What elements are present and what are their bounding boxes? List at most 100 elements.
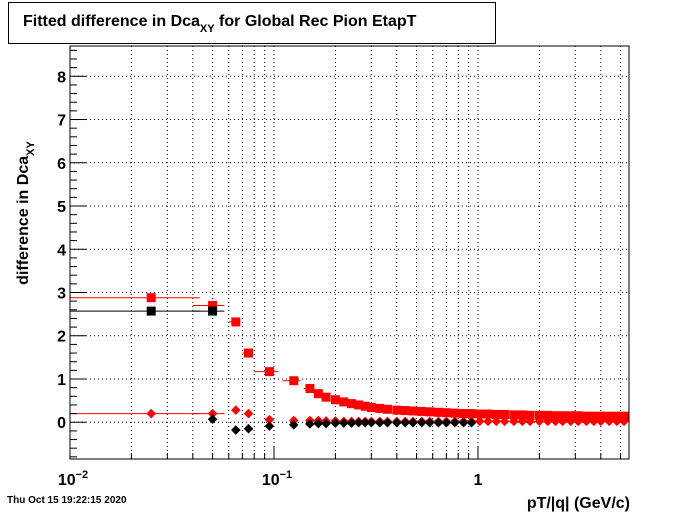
data-point-diamond <box>483 416 493 427</box>
data-point-square <box>573 411 583 421</box>
data-point-square <box>375 403 385 413</box>
data-point-square <box>347 399 357 409</box>
timestamp: Thu Oct 15 19:22:15 2020 <box>7 495 127 506</box>
data-point-diamond <box>517 416 528 427</box>
data-point-diamond <box>305 419 315 429</box>
y-axis-title: difference in DcaXY <box>15 141 37 285</box>
data-point-square <box>366 403 376 413</box>
data-point-diamond <box>509 416 519 427</box>
data-point-square <box>354 400 364 410</box>
data-point-square <box>566 411 576 421</box>
data-point-square <box>146 293 156 303</box>
data-point-square <box>543 410 553 420</box>
data-point-diamond <box>339 418 349 428</box>
data-point-square <box>491 409 501 419</box>
data-point-square <box>433 407 443 417</box>
data-point-diamond <box>346 418 357 428</box>
data-point-square <box>305 384 315 394</box>
data-point-square <box>534 410 544 420</box>
x-tick-label: 10−2 <box>58 469 88 489</box>
data-point-square <box>392 405 402 415</box>
axis-ticks <box>69 49 622 459</box>
data-point-diamond <box>589 416 599 427</box>
y-tick-label: 2 <box>57 329 66 346</box>
data-point-diamond <box>207 408 218 419</box>
data-point-square <box>450 408 460 418</box>
data-point-diamond <box>441 417 452 428</box>
data-point-diamond <box>491 416 502 427</box>
y-tick-label: 5 <box>57 199 66 216</box>
data-point-square <box>244 348 254 358</box>
y-tick-label: 8 <box>57 69 66 86</box>
data-point-diamond <box>207 414 218 425</box>
data-point-diamond <box>313 418 324 429</box>
data-point-diamond <box>581 416 592 427</box>
data-point-diamond <box>288 420 299 430</box>
data-point-square <box>231 317 241 327</box>
data-point-diamond <box>619 416 629 427</box>
y-tick-label: 3 <box>57 286 66 303</box>
data-point-diamond <box>231 405 241 415</box>
data-point-square <box>467 409 477 419</box>
data-point-square <box>339 397 349 407</box>
x-tick-labels: 10−2 10−1 1 <box>58 469 483 489</box>
data-point-diamond <box>416 417 427 428</box>
title-main: Fitted difference in Dca <box>23 13 200 30</box>
data-point-square <box>425 407 435 417</box>
data-point-square <box>208 306 218 316</box>
title-box: Fitted difference in DcaXY for Global Re… <box>8 2 496 44</box>
data-point-diamond <box>565 416 576 427</box>
data-point-square <box>500 409 510 419</box>
data-point-square <box>400 406 410 416</box>
data-point-square <box>604 411 614 421</box>
x-tick-label: 10−1 <box>262 469 292 489</box>
y-tick-labels: 0 1 2 3 4 5 6 7 8 <box>57 69 66 432</box>
data-point-diamond <box>612 416 622 427</box>
data-point-square <box>619 411 629 421</box>
error-bars <box>70 297 314 415</box>
data-point-diamond <box>424 417 435 428</box>
data-point-diamond <box>604 416 615 427</box>
data-point-diamond <box>382 417 393 428</box>
data-point-diamond <box>243 408 254 419</box>
y-axis-title-subscript: XY <box>25 141 37 156</box>
data-point-diamond <box>474 416 485 427</box>
data-point-diamond <box>458 417 469 428</box>
y-tick-label: 4 <box>57 242 66 259</box>
data-point-square <box>313 389 323 399</box>
title-subscript: XY <box>199 23 215 35</box>
data-marks <box>146 293 629 435</box>
data-point-diamond <box>360 417 371 428</box>
data-point-diamond <box>264 421 275 431</box>
data-point-diamond <box>264 414 275 425</box>
data-point-diamond <box>353 417 364 428</box>
data-point-diamond <box>543 416 553 427</box>
data-point-diamond <box>499 416 510 427</box>
data-point-diamond <box>374 417 385 428</box>
data-point-square <box>408 406 418 416</box>
data-point-square <box>612 411 622 421</box>
data-point-square <box>589 411 599 421</box>
data-point-square <box>509 410 519 420</box>
data-point-diamond <box>408 417 418 428</box>
data-point-square <box>382 404 392 414</box>
data-point-square <box>525 410 535 420</box>
y-tick-label: 7 <box>57 113 66 130</box>
data-point-diamond <box>525 416 535 427</box>
data-point-square <box>459 409 469 419</box>
data-point-diamond <box>243 423 254 434</box>
data-point-square <box>551 411 561 421</box>
y-tick-label: 0 <box>57 415 66 432</box>
data-point-square <box>360 401 370 411</box>
data-point-diamond <box>231 425 241 435</box>
data-point-square <box>475 409 485 419</box>
data-point-square <box>321 392 331 402</box>
data-point-diamond <box>573 416 584 427</box>
data-point-diamond <box>330 418 341 428</box>
data-point-square <box>264 367 274 377</box>
data-point-square <box>330 395 340 405</box>
plot-frame <box>69 45 630 460</box>
title-rest: for Global Rec Pion EtapT <box>214 13 417 30</box>
data-point-diamond <box>466 417 477 428</box>
